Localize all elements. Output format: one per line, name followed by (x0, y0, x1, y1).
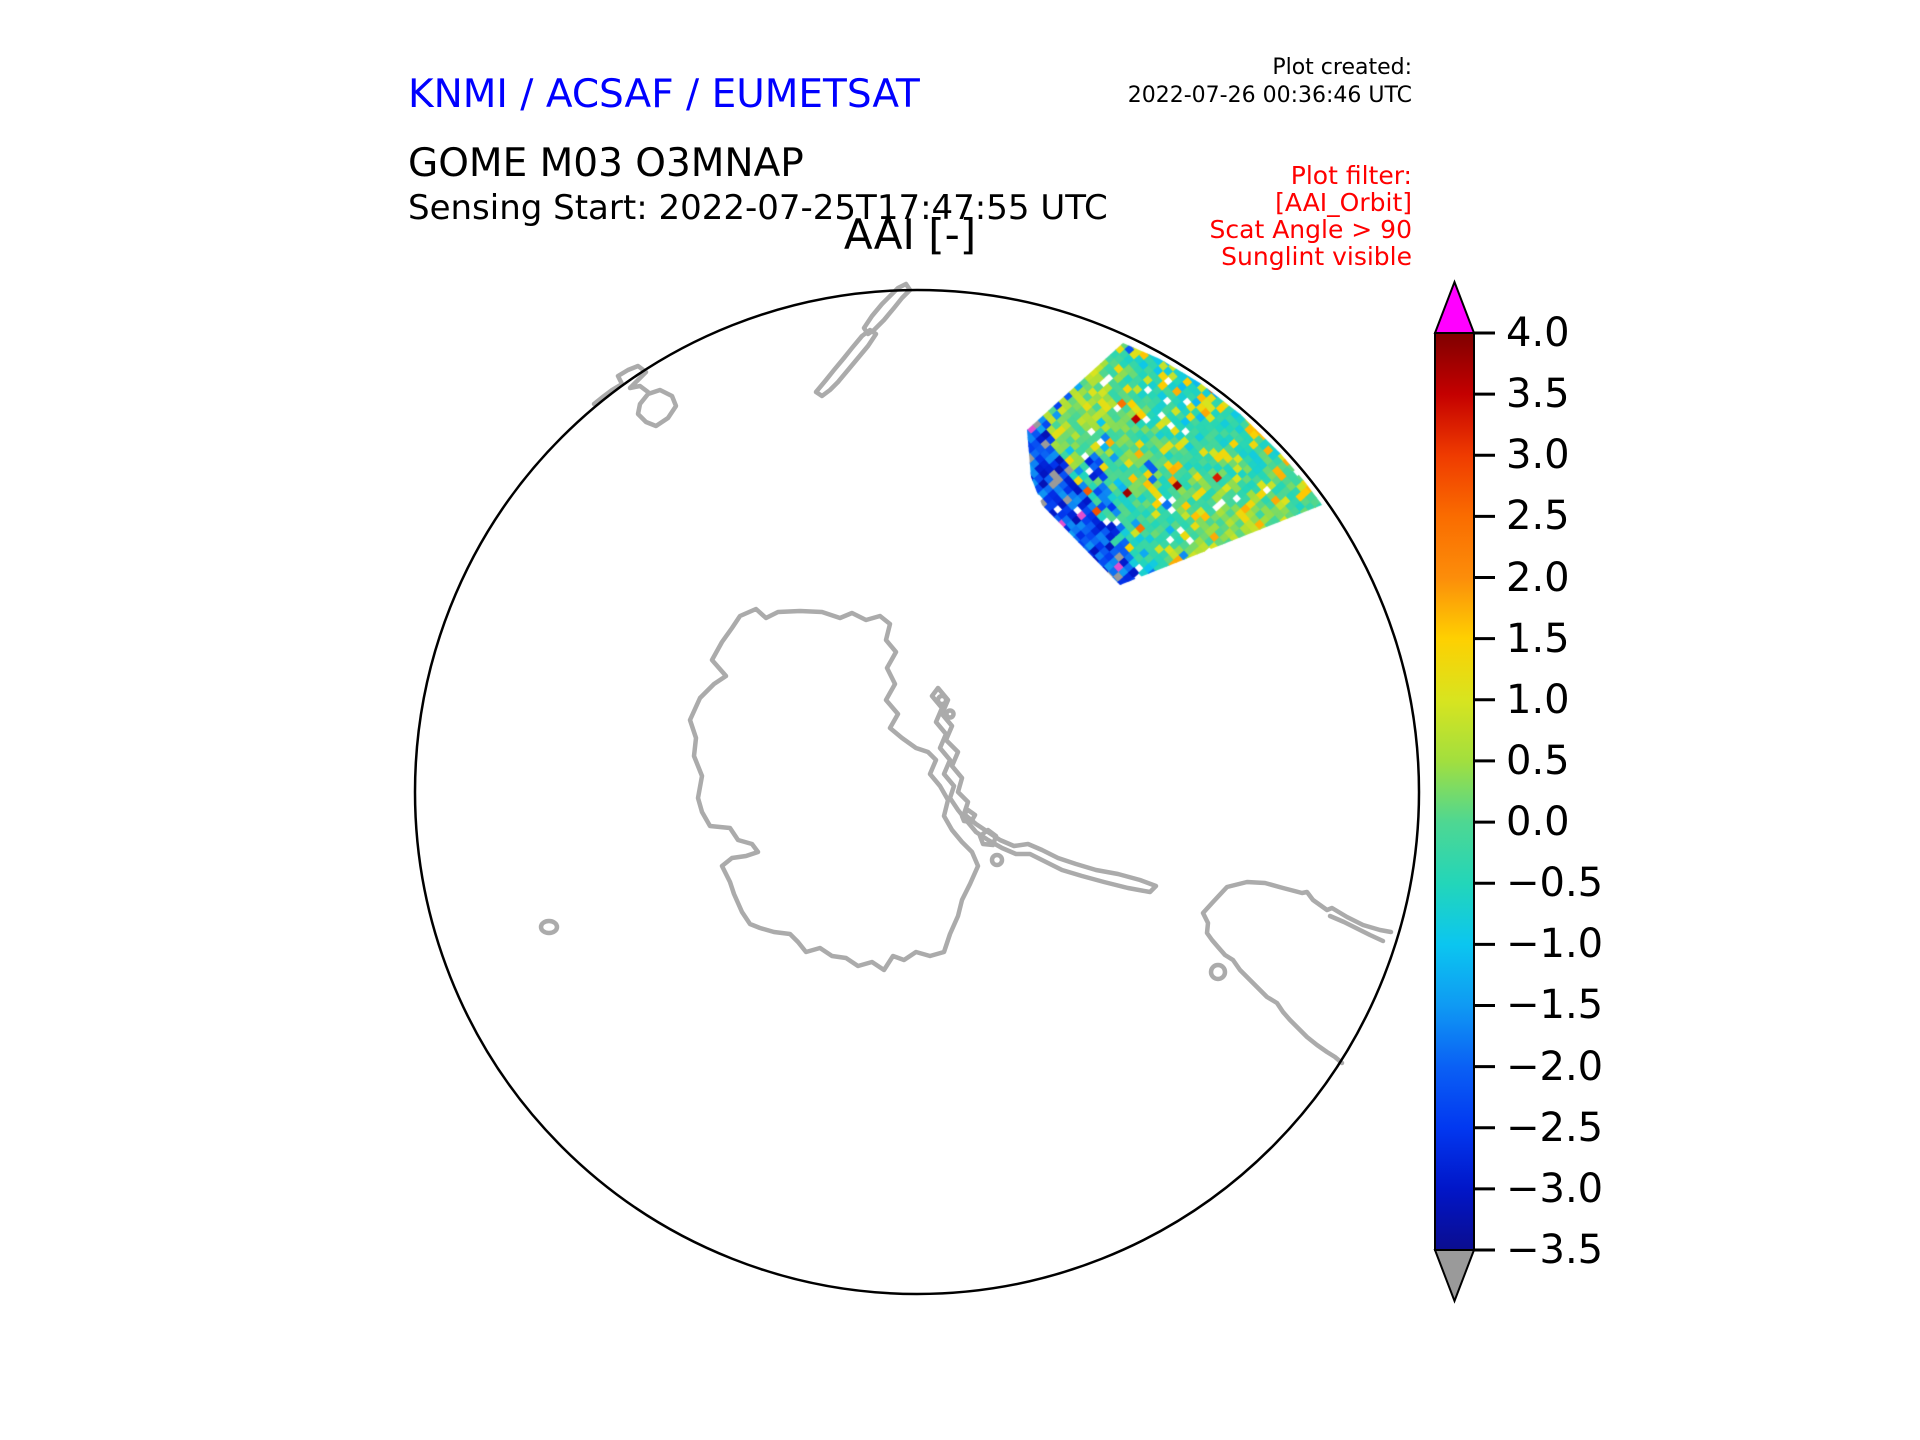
colorbar-tick-label: 0.5 (1506, 737, 1570, 784)
island-icon (944, 708, 956, 720)
antarctica-coastline (687, 606, 981, 973)
boundary-coast-upper-left (591, 363, 651, 407)
map-boundary-circle (413, 288, 1421, 1296)
colorbar-gradient (1435, 333, 1474, 1250)
plot-created-label: Plot created: (1272, 55, 1412, 80)
colorbar-tick-label: −1.0 (1506, 921, 1604, 968)
page-title: KNMI / ACSAF / EUMETSAT (408, 72, 920, 117)
colorbar-tick-label: 1.5 (1506, 615, 1570, 662)
island-icon (1208, 962, 1228, 982)
colorbar-tick-label: 2.0 (1506, 554, 1570, 601)
colorbar-tick-label: −2.0 (1506, 1043, 1604, 1090)
colorbar-tick-label: 1.0 (1506, 676, 1570, 723)
colorbar-tick-label: 4.0 (1506, 310, 1570, 356)
island-cluster-coastline (977, 827, 999, 848)
colorbar-over-arrow (1433, 279, 1476, 334)
colorbar-tick-label: −2.5 (1506, 1104, 1604, 1151)
colorbar-tick-label: −0.5 (1506, 860, 1604, 907)
colorbar-outline (1434, 332, 1475, 1251)
plot-filter-line: Scat Angle > 90 (1209, 215, 1412, 244)
axes-title: AAI [-] (843, 210, 977, 259)
colorbar-tick-label: 0.0 (1506, 799, 1570, 846)
colorbar-ticks (1474, 331, 1495, 1252)
colorbar-tick-label: 2.5 (1506, 493, 1570, 540)
plot-filter-block: Plot filter: [AAI_Orbit] Scat Angle > 90… (1210, 162, 1412, 270)
colorbar-under-arrow (1433, 1249, 1476, 1304)
colorbar-tick-label: 3.0 (1506, 432, 1570, 479)
plot-created-block: Plot created: 2022-07-26 00:36:46 UTC (1128, 54, 1412, 110)
south-america-coastline (1200, 879, 1394, 1066)
coastlines (538, 281, 1394, 1066)
colorbar-tick-label: −3.5 (1506, 1227, 1604, 1273)
plot-filter-line: [AAI_Orbit] (1275, 188, 1412, 217)
island-coastline (635, 387, 679, 429)
colorbar-tick-label: 3.5 (1506, 371, 1570, 418)
plot-filter-line: Plot filter: (1290, 161, 1412, 190)
product-name: GOME M03 O3MNAP (408, 141, 804, 186)
antarctic-peninsula-coastline (929, 685, 1159, 895)
colorbar-tick-label: −1.5 (1506, 982, 1604, 1029)
island-icon (935, 693, 949, 707)
island-icon (989, 852, 1005, 868)
plot-created-time: 2022-07-26 00:36:46 UTC (1127, 83, 1412, 108)
new-zealand-south-island-coastline (813, 327, 879, 399)
island-cluster-coastline (959, 807, 978, 825)
sensing-start-timestamp: Sensing Start: 2022-07-25T17:47:55 UTC (408, 188, 1108, 228)
island-icon (538, 918, 560, 936)
plot-filter-line: Sunglint visible (1221, 242, 1412, 271)
colorbar-tick-label: −3.0 (1506, 1165, 1604, 1212)
magellan-strait-coastline (1327, 913, 1386, 944)
